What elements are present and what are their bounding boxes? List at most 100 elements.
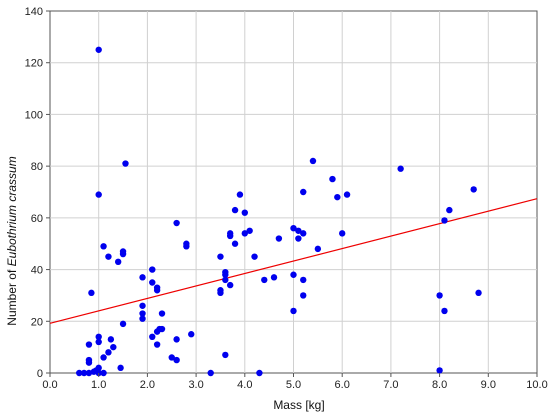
- data-point: [241, 230, 248, 237]
- data-point: [105, 253, 112, 260]
- data-point: [95, 333, 102, 340]
- data-point: [122, 160, 129, 167]
- x-tick-label: 2.0: [140, 379, 155, 391]
- data-point: [441, 217, 448, 224]
- data-point: [110, 343, 117, 351]
- data-point: [95, 364, 102, 372]
- data-point: [158, 310, 166, 317]
- y-tick-label: 40: [31, 265, 43, 277]
- x-tick-label: 9.0: [481, 379, 496, 391]
- data-point: [475, 289, 482, 297]
- data-point: [188, 331, 195, 338]
- data-point: [397, 165, 404, 172]
- data-point: [95, 191, 102, 198]
- data-point: [256, 369, 263, 377]
- data-point: [300, 230, 307, 237]
- data-point: [436, 367, 443, 374]
- data-points: [76, 46, 482, 377]
- data-point: [236, 191, 244, 198]
- data-point: [300, 292, 307, 299]
- data-point: [158, 325, 166, 333]
- x-axis-ticks: 0.0 1.0 2.0 3.0 4.0 5.0 6.0 7.0 8.0 9.0 10.0: [42, 373, 548, 391]
- y-axis-label-prefix: Number of: [5, 266, 19, 325]
- gridlines: [50, 11, 537, 373]
- data-point: [105, 349, 112, 356]
- data-point: [173, 336, 180, 343]
- x-tick-label: 10.0: [526, 379, 547, 391]
- x-tick-label: 3.0: [188, 379, 203, 391]
- data-point: [85, 356, 93, 364]
- data-point: [275, 235, 283, 242]
- data-point: [114, 258, 122, 266]
- data-point: [241, 209, 248, 216]
- data-point: [470, 186, 477, 193]
- y-tick-label: 20: [31, 316, 43, 328]
- data-point: [290, 271, 297, 278]
- data-point: [153, 341, 161, 348]
- data-point: [295, 235, 302, 242]
- y-axis-ticks: 0 20 40 60 80 100 120 140: [25, 6, 50, 380]
- data-point: [295, 227, 302, 234]
- data-point: [80, 369, 88, 377]
- y-tick-label: 60: [31, 213, 43, 225]
- data-point: [226, 230, 234, 237]
- fit-line: [49, 198, 538, 324]
- y-tick-label: 80: [31, 161, 43, 173]
- data-point: [139, 315, 146, 322]
- y-tick-label: 100: [25, 109, 43, 121]
- data-point: [231, 240, 239, 247]
- y-tick-label: 140: [25, 6, 43, 18]
- data-point: [139, 274, 146, 281]
- data-point: [149, 333, 156, 340]
- data-point: [100, 369, 107, 377]
- data-point: [107, 336, 115, 343]
- data-point: [119, 248, 127, 255]
- data-point: [173, 219, 180, 227]
- data-point: [222, 268, 229, 276]
- regression-line: [49, 198, 538, 324]
- data-point: [119, 320, 127, 328]
- data-point: [85, 369, 93, 377]
- data-point: [300, 276, 307, 284]
- data-point: [76, 369, 83, 377]
- data-point: [100, 243, 107, 250]
- data-point: [207, 369, 214, 377]
- data-point: [149, 279, 156, 286]
- data-point: [168, 354, 175, 361]
- data-point: [149, 266, 156, 273]
- x-axis-label: Mass [kg]: [273, 398, 324, 412]
- data-point: [270, 274, 278, 281]
- data-point: [329, 175, 336, 183]
- x-tick-label: 1.0: [91, 379, 106, 391]
- data-point: [217, 253, 224, 260]
- y-tick-label: 0: [37, 368, 43, 380]
- data-point: [441, 307, 448, 315]
- data-point: [217, 287, 224, 294]
- x-tick-label: 4.0: [237, 379, 252, 391]
- data-point: [226, 281, 234, 289]
- data-point: [436, 292, 443, 299]
- data-point: [446, 206, 453, 214]
- data-point: [100, 354, 107, 361]
- data-point: [139, 302, 146, 309]
- data-point: [309, 157, 317, 165]
- x-tick-label: 6.0: [335, 379, 350, 391]
- data-point: [261, 276, 268, 284]
- x-tick-label: 5.0: [286, 379, 301, 391]
- data-point: [85, 341, 93, 348]
- data-point: [251, 253, 258, 260]
- data-point: [343, 191, 351, 198]
- y-axis-label: Number of Eubothrium crassum: [5, 156, 19, 325]
- y-axis-label-italic: Eubothrium crassum: [5, 156, 19, 266]
- data-point: [290, 307, 297, 315]
- x-tick-label: 8.0: [432, 379, 447, 391]
- y-tick-label: 120: [25, 58, 43, 70]
- data-point: [95, 46, 102, 53]
- data-point: [139, 310, 146, 317]
- data-point: [246, 227, 253, 234]
- data-point: [117, 364, 124, 372]
- data-point: [334, 193, 341, 201]
- data-point: [88, 289, 95, 297]
- data-point: [222, 351, 229, 359]
